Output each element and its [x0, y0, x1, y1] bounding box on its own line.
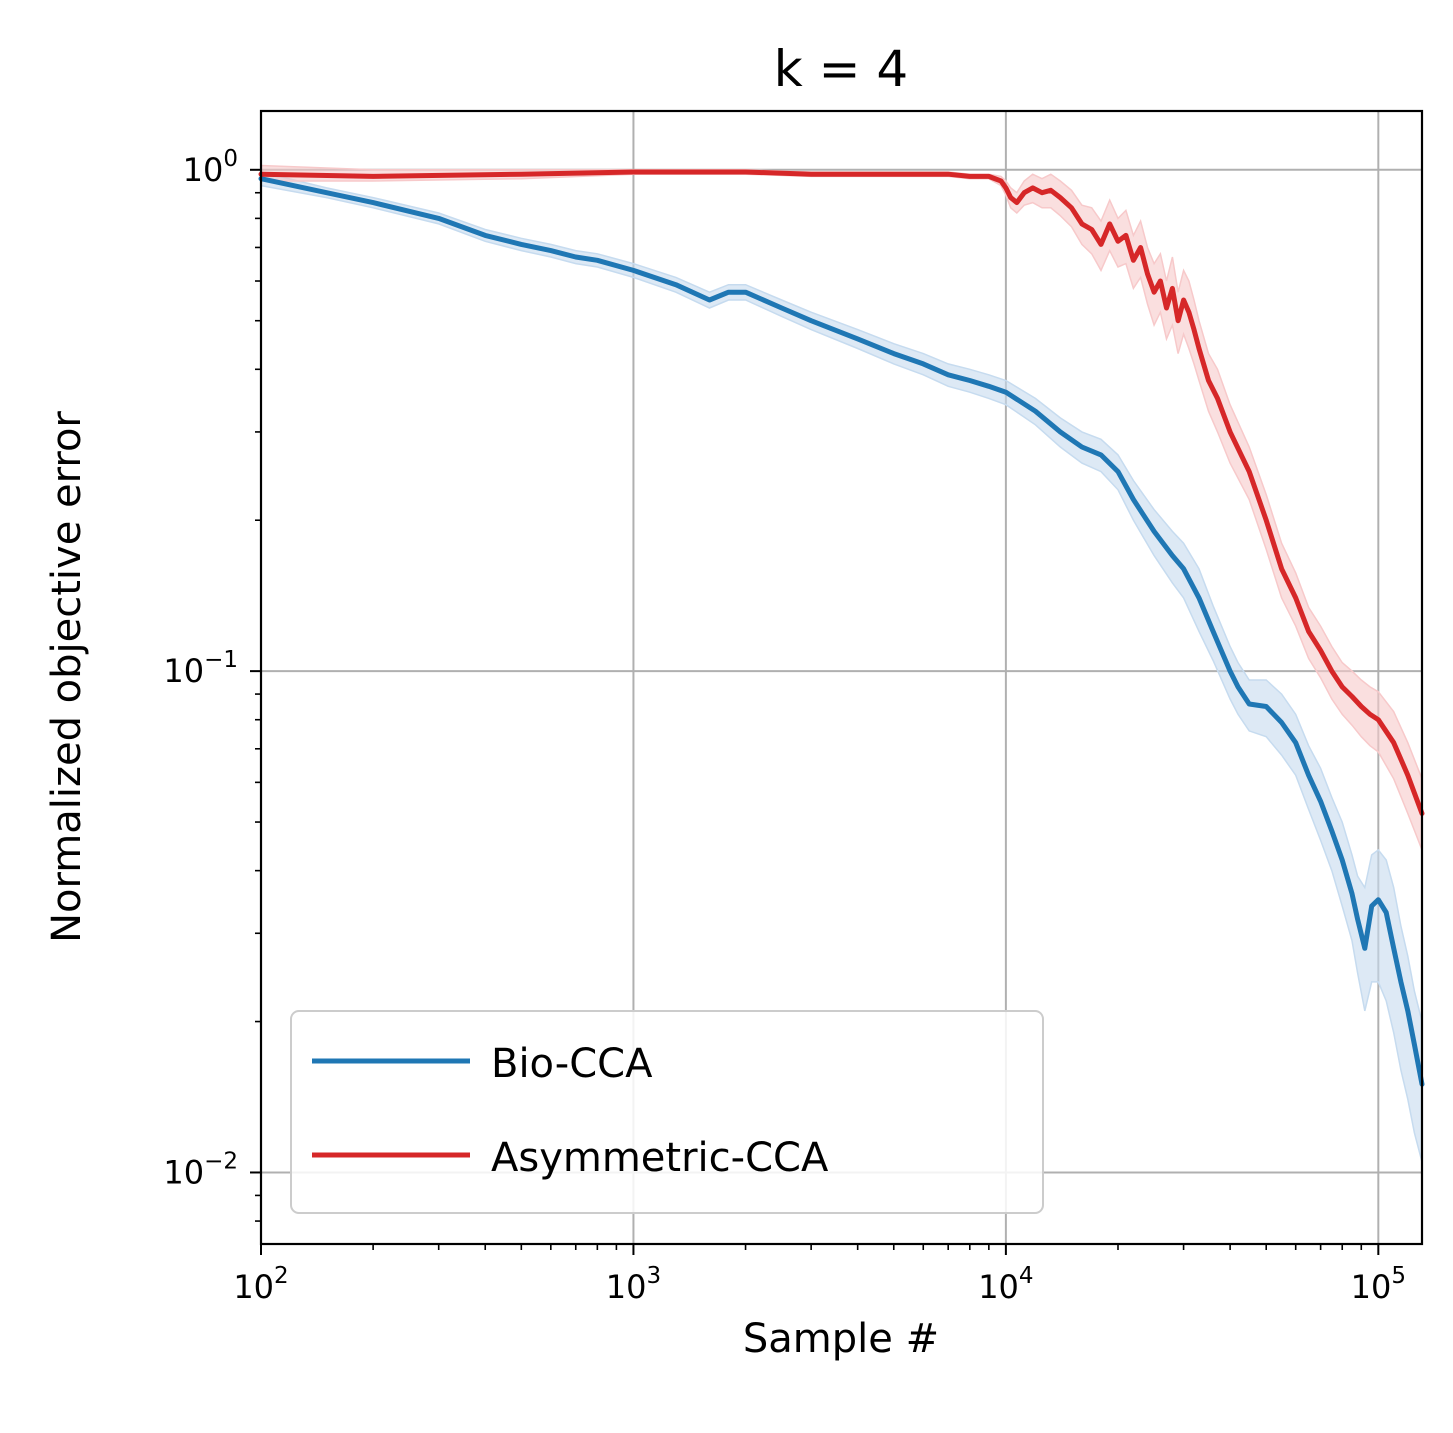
x-axis-ticks: 102 103 104 105: [233, 1244, 1406, 1306]
x-tick-label-exponent: 5: [1391, 1263, 1406, 1289]
x-axis-label: Sample #: [743, 1316, 939, 1362]
line-bio-cca: [258, 176, 1425, 1087]
x-tick-label: 105: [1351, 1263, 1406, 1306]
legend-label-bio-cca: Bio-CCA: [491, 1041, 653, 1087]
y-tick-label: 100: [183, 146, 238, 189]
line-asymmetric-cca: [258, 169, 1425, 816]
y-axis-label: Normalized objective error: [44, 411, 90, 943]
plot-frame: [259, 109, 1424, 1246]
y-tick-label: 10−1: [163, 647, 238, 690]
x-tick-label: 102: [233, 1263, 288, 1306]
legend-box: [290, 1010, 1044, 1214]
chart-title: k = 4: [774, 40, 908, 98]
x-tick-label-base: 10: [1351, 1268, 1392, 1306]
legend: Bio-CCA Asymmetric-CCA: [290, 1010, 1044, 1214]
y-tick-label-exponent: −1: [204, 647, 238, 673]
x-tick-label-exponent: 3: [646, 1263, 661, 1289]
series-lines: [258, 169, 1425, 1087]
y-tick-label-exponent: −2: [204, 1148, 238, 1174]
x-tick-label-exponent: 4: [1019, 1263, 1034, 1289]
x-tick-label: 104: [978, 1263, 1033, 1306]
y-tick-label: 10−2: [163, 1148, 238, 1191]
legend-label-asymmetric-cca: Asymmetric-CCA: [491, 1135, 829, 1181]
y-tick-label-exponent: 0: [223, 146, 238, 172]
y-tick-label-base: 10: [163, 1153, 204, 1191]
x-tick-label-base: 10: [233, 1268, 274, 1306]
x-tick-label: 103: [606, 1263, 661, 1306]
x-tick-label-exponent: 2: [274, 1263, 289, 1289]
x-tick-label-base: 10: [606, 1268, 647, 1306]
y-tick-label-base: 10: [163, 652, 204, 690]
y-tick-label-base: 10: [183, 151, 224, 189]
x-tick-label-base: 10: [978, 1268, 1019, 1306]
